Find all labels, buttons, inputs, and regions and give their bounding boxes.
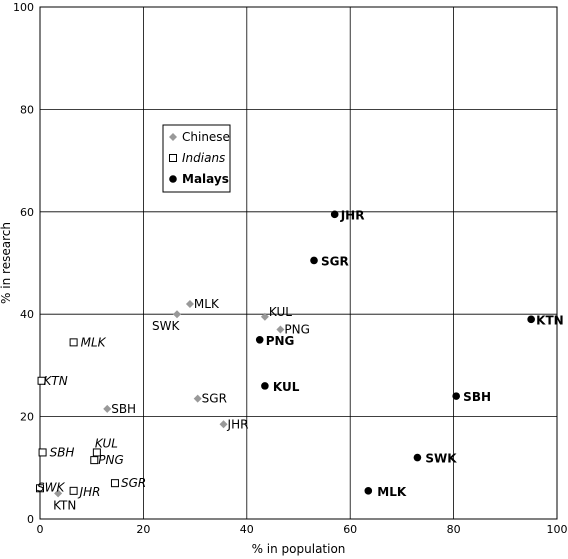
point-marker [169,133,177,141]
y-tick-label: 40 [20,308,34,321]
point-marker [413,453,422,462]
point-label: PNG [266,334,295,348]
point-label: PNG [284,323,310,337]
point-marker [527,315,535,324]
y-tick-label: 100 [13,1,34,14]
y-tick-label: 0 [27,513,34,526]
point-label: KTN [44,374,68,388]
point-marker [364,487,373,495]
point-marker [69,486,78,495]
point-label: KUL [273,380,300,394]
point-label: SGR [121,476,146,490]
x-tick-label: 60 [343,523,357,536]
plot-frame [39,6,558,520]
point-label: JHR [340,208,365,222]
point-marker [261,382,269,390]
point-label: MLK [377,485,407,499]
point-marker [38,448,47,457]
series-malays: JHR SGR KTN PNG KUL SBH SWK MLK [255,208,564,499]
point-label: SWK [37,480,65,494]
legend: Chinese Indians Malays [162,124,231,193]
x-tick-label: 20 [136,523,150,536]
point-label: SWK [425,452,457,466]
y-tick-label: 80 [20,103,34,116]
point-marker [173,310,182,319]
point-marker [330,210,339,219]
tick-labels: 0 20 40 60 80 100 0 20 40 60 80 100 [13,1,568,536]
y-axis-label: % in research [0,222,13,304]
x-axis-label: % in population [252,542,346,556]
point-marker [90,456,99,465]
point-marker [310,256,318,265]
point-label: SBH [111,402,136,416]
point-label: KTN [536,313,564,327]
point-label: JHR [227,417,249,431]
point-label: KUL [269,305,292,319]
point-label: SGR [321,254,349,268]
point-marker [37,376,46,385]
point-label: SBH [463,390,491,404]
legend-entry: Malays [182,172,229,186]
point-marker [54,489,63,498]
point-marker [219,420,228,429]
data-points: MLKSWKKULPNGSBHSGRJHRKTNMLKKTNKULPNGSBHS… [36,208,564,512]
point-marker [452,392,460,400]
point-marker [255,336,264,344]
x-tick-label: 40 [240,523,254,536]
point-marker [169,175,177,183]
y-tick-label: 20 [20,411,34,424]
point-marker [260,312,269,321]
point-label: SBH [50,445,75,459]
point-marker [103,404,112,413]
point-marker [69,338,78,347]
y-tick-label: 60 [20,206,34,219]
point-marker [185,299,194,308]
point-marker [110,479,119,488]
legend-entry: Chinese [182,130,230,144]
point-marker [169,154,177,162]
x-tick-label: 80 [447,523,461,536]
legend-entry: Indians [182,151,225,165]
x-tick-label: 100 [547,523,568,536]
series-indians: MLK KTN KUL PNG SBH SGR SWK JHR [36,335,146,499]
point-label: MLK [81,335,107,349]
point-label: SGR [202,392,227,406]
point-marker [193,394,202,403]
point-marker [276,325,285,334]
x-tick-label: 0 [37,523,44,536]
point-label: KTN [53,498,76,512]
point-marker [36,484,44,493]
point-marker [92,448,101,457]
point-label: KUL [95,436,118,450]
point-label: SWK [152,319,180,333]
point-label: MLK [194,297,220,311]
point-label: JHR [78,485,101,499]
point-label: PNG [98,453,124,467]
